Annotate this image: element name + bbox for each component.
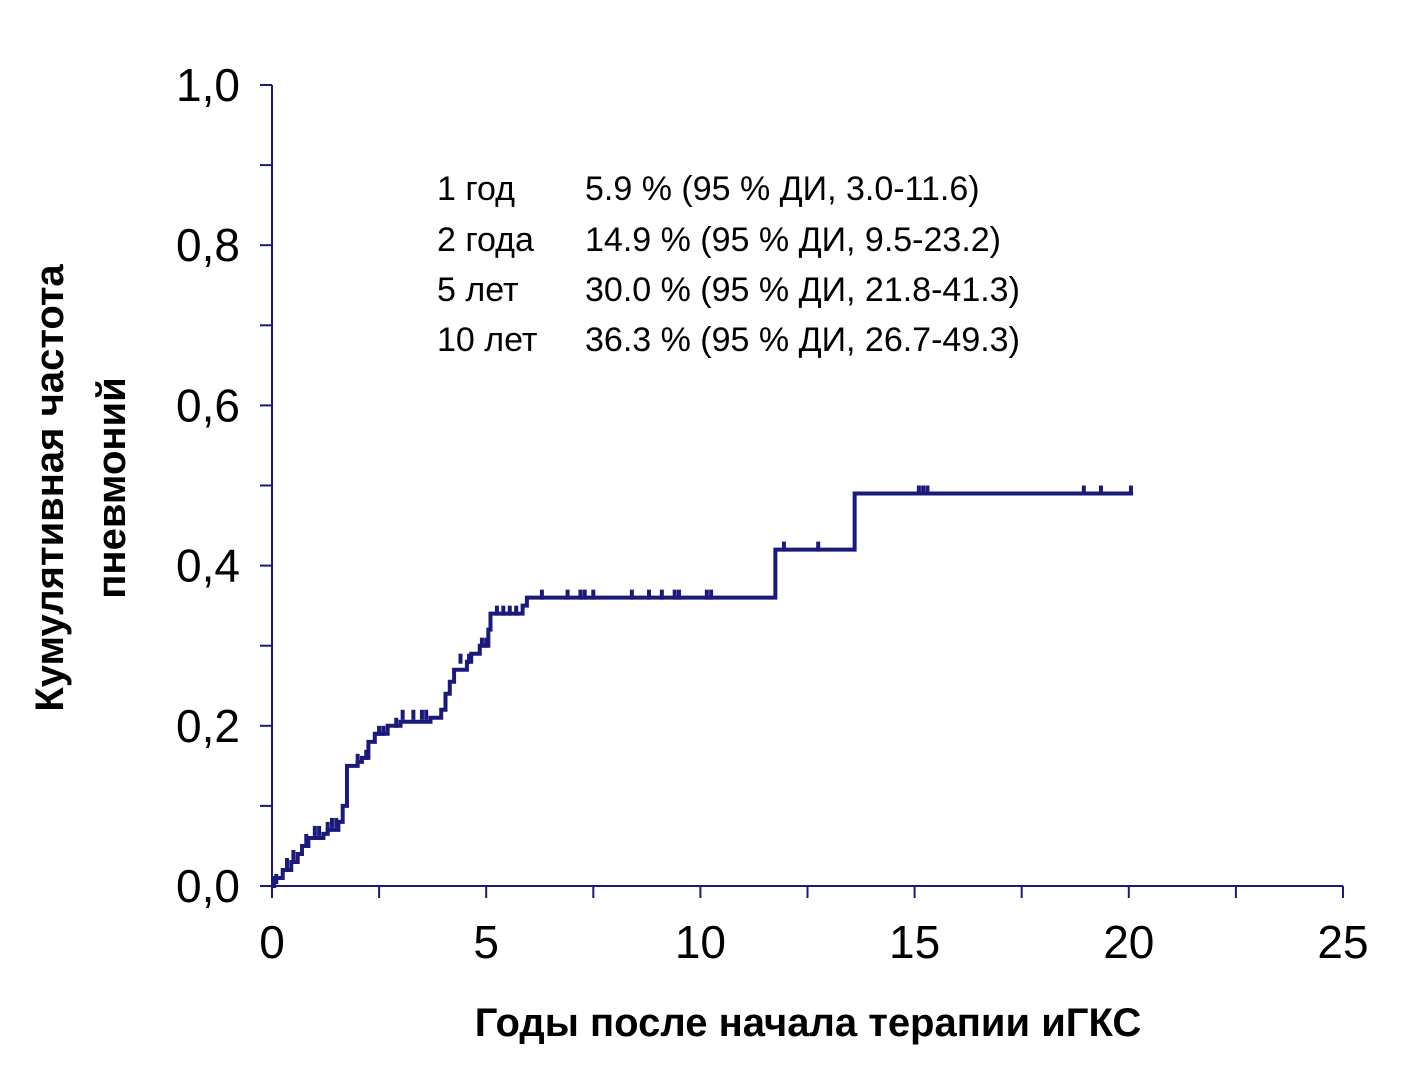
annotation-period-4: 10 лет: [437, 321, 537, 359]
x-tick-label: 0: [259, 916, 285, 968]
y-tick-label: 0,8: [176, 219, 240, 271]
y-axis-title-line-1: Кумулятивная частота: [28, 264, 72, 712]
x-axis-title: Годы после начала терапии иГКС: [475, 1001, 1141, 1045]
annotation-value-1: 5.9 % (95 % ДИ, 3.0-11.6): [585, 170, 980, 208]
cumulative-incidence-curve: [272, 491, 1134, 888]
x-tick-label: 10: [675, 916, 726, 968]
y-tick-label: 0,6: [176, 379, 240, 431]
x-tick-label: 5: [473, 916, 499, 968]
x-axis-ticks: 0 5 10 15 20 25: [259, 886, 1369, 968]
annotation-period-1: 1 год: [437, 170, 515, 208]
annotation-value-2: 14.9 % (95 % ДИ, 9.5-23.2): [585, 221, 1001, 259]
annotation-value-3: 30.0 % (95 % ДИ, 21.8-41.3): [585, 271, 1020, 309]
x-tick-label: 25: [1317, 916, 1368, 968]
x-tick-label: 20: [1103, 916, 1154, 968]
annotation-block: 1 год 5.9 % (95 % ДИ, 3.0-11.6) 2 года 1…: [437, 170, 1020, 359]
censor-marks: [274, 485, 1133, 884]
step-line: [272, 491, 1134, 888]
y-axis-title-line-2: пневмоний: [90, 377, 134, 598]
y-tick-label: 0,0: [176, 860, 240, 912]
y-axis-ticks: 0,0 0,2 0,4 0,6 0,8 1,0: [176, 59, 272, 912]
y-tick-label: 0,4: [176, 540, 240, 592]
annotation-period-2: 2 года: [437, 221, 534, 259]
annotation-value-4: 36.3 % (95 % ДИ, 26.7-49.3): [585, 321, 1020, 359]
x-tick-label: 15: [889, 916, 940, 968]
y-tick-label: 0,2: [176, 700, 240, 752]
y-tick-label: 1,0: [176, 59, 240, 111]
annotation-period-3: 5 лет: [437, 271, 519, 309]
